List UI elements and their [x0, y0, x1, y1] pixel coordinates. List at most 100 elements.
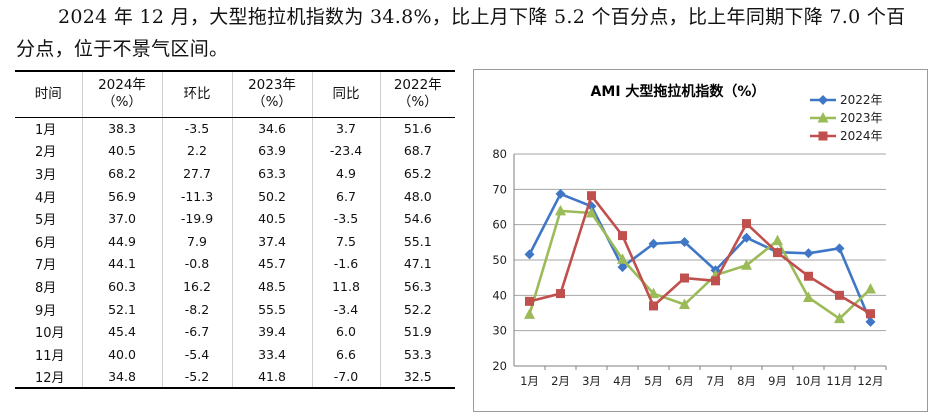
point-marker	[866, 309, 875, 319]
table-cell: 55.1	[403, 233, 432, 249]
point-marker	[773, 248, 782, 258]
table-row: 7月 44.1 -0.8 45.7 -1.6 47.1	[15, 252, 455, 276]
table-cell: 48.0	[403, 188, 432, 204]
cell-month: 3月	[15, 162, 83, 185]
table-cell: -19.9	[162, 207, 233, 230]
series-2024年	[525, 191, 875, 319]
point-marker	[803, 291, 814, 302]
table-cell: 54.6	[403, 211, 432, 227]
table-cell: -3.4	[312, 297, 381, 321]
table-row: 6月 44.9 7.9 37.4 7.5 55.1	[15, 229, 455, 253]
table-cell: 44.1	[82, 252, 163, 276]
x-tick-label: 10月	[795, 374, 821, 388]
point-marker	[679, 236, 690, 247]
table-cell: 7.9	[162, 229, 233, 253]
table-cell: 27.7	[162, 162, 233, 185]
cell-month: 10月	[15, 320, 83, 343]
point-marker	[649, 301, 658, 311]
point-marker	[679, 298, 690, 310]
table-row: 3月 68.2 27.7 63.3 4.9 65.2	[15, 162, 455, 185]
table-cell: 39.4	[232, 320, 313, 343]
table-cell: 3.7	[312, 117, 381, 140]
x-tick-label: 7月	[706, 374, 725, 388]
legend-label: 2024年	[840, 129, 883, 143]
table-cell: -0.8	[162, 252, 233, 276]
table-cell: 40.5	[232, 207, 313, 230]
table-cell: 63.3	[232, 162, 313, 185]
cell-month: 9月	[15, 297, 83, 321]
table-cell: 6.7	[312, 184, 381, 208]
y-tick-label: 70	[492, 182, 507, 196]
table-cell: 63.9	[232, 139, 313, 163]
point-marker	[817, 112, 829, 123]
y-tick-label: 60	[492, 218, 507, 232]
series-line	[529, 194, 872, 315]
x-tick-label: 12月	[857, 374, 883, 388]
table-cell: 60.3	[82, 275, 163, 298]
point-marker	[648, 287, 659, 299]
table-row: 10月 45.4 -6.7 39.4 6.0 51.9	[15, 320, 455, 343]
y-tick-label: 80	[492, 147, 507, 161]
point-marker	[865, 282, 876, 294]
table-cell: 44.9	[82, 229, 163, 253]
cell-month: 8月	[15, 275, 83, 298]
table-cell: 33.4	[232, 342, 313, 366]
point-marker	[742, 219, 751, 229]
table-cell: 47.1	[403, 256, 432, 272]
table-header-row: 时间 2024年 （%） 环比 2023年 （%） 同比 2022年 （%）	[15, 70, 455, 118]
table-cell: 52.2	[403, 301, 432, 317]
table-cell: 41.8	[232, 365, 313, 390]
cell-month: 6月	[15, 229, 83, 253]
x-tick-label: 2月	[551, 374, 570, 388]
table-row: 1月 38.3 -3.5 34.6 3.7 51.6	[15, 117, 455, 140]
table-cell: 56.3	[403, 278, 432, 294]
y-tick-label: 20	[492, 359, 507, 373]
table-cell: 37.4	[232, 229, 313, 253]
point-marker	[818, 95, 828, 105]
point-marker	[524, 249, 535, 260]
table-cell: 50.2	[232, 184, 313, 208]
table-cell: 34.8	[82, 365, 163, 390]
point-marker	[524, 308, 535, 319]
cell-month: 7月	[15, 252, 83, 276]
header-mom: 环比	[162, 70, 233, 118]
header-2024: 2024年 （%）	[82, 70, 163, 118]
point-marker	[525, 296, 534, 306]
table-row: 4月 56.9 -11.3 50.2 6.7 48.0	[15, 184, 455, 208]
point-marker	[835, 290, 844, 300]
header-2022: 2022年 （%）	[380, 70, 455, 118]
table-cell: 40.0	[82, 342, 163, 366]
table-cell: -3.5	[312, 207, 381, 230]
point-marker	[586, 207, 597, 218]
point-marker	[587, 191, 596, 201]
summary-line-1: 2024 年 12 月，大型拖拉机指数为 34.8%，比上月下降 5.2 个百分…	[58, 6, 906, 28]
table-row: 9月 52.1 -8.2 55.5 -3.4 52.2	[15, 297, 455, 321]
point-marker	[772, 234, 783, 246]
x-tick-label: 1月	[520, 374, 539, 388]
table-cell: 45.4	[82, 320, 163, 343]
y-tick-label: 30	[492, 324, 507, 338]
point-marker	[555, 204, 566, 216]
table-cell: -5.2	[162, 365, 233, 390]
table-cell: 6.6	[312, 342, 381, 366]
table-cell: 48.5	[232, 275, 313, 298]
point-marker	[618, 231, 627, 241]
table-cell: 51.9	[403, 324, 432, 340]
table-cell: 52.1	[82, 297, 163, 321]
table-cell: 16.2	[162, 275, 233, 298]
point-marker	[617, 253, 628, 264]
table-cell: 34.6	[232, 117, 313, 140]
table-cell: -23.4	[312, 139, 381, 163]
table-body: 1月 38.3 -3.5 34.6 3.7 51.6 2月 40.5 2.2 63.9 -23.4 6…	[15, 117, 455, 390]
table-cell: 40.5	[82, 139, 163, 163]
table-row: 5月 37.0 -19.9 40.5 -3.5 54.6	[15, 207, 455, 230]
point-marker	[834, 312, 845, 324]
point-marker	[741, 259, 752, 270]
x-tick-label: 9月	[768, 374, 787, 388]
table-cell: 6.0	[312, 320, 381, 343]
y-tick-label: 40	[492, 288, 507, 302]
point-marker	[711, 276, 720, 286]
table-cell: 2.2	[162, 139, 233, 163]
table-cell: 38.3	[82, 117, 163, 140]
legend-label: 2023年	[840, 111, 883, 125]
